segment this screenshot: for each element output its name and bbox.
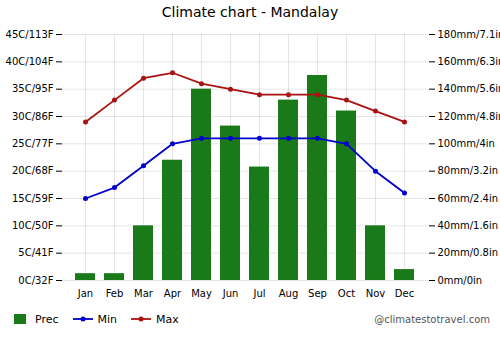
svg-text:20C/68F: 20C/68F (12, 165, 54, 176)
svg-text:0C/32F: 0C/32F (18, 275, 53, 286)
svg-text:45C/113F: 45C/113F (6, 29, 54, 40)
svg-text:Jun: Jun (222, 288, 239, 299)
html-text:Min: Min (97, 312, 118, 326)
svg-text:Sep: Sep (308, 288, 327, 299)
svg-text:Feb: Feb (106, 288, 124, 299)
svg-text:100mm/4in: 100mm/4in (438, 138, 495, 149)
svg-text:20mm/0.8in: 20mm/0.8in (438, 247, 499, 258)
svg-text:May: May (191, 288, 212, 299)
svg-text:140mm/5.6in: 140mm/5.6in (438, 83, 500, 94)
html-text:Max: Max (156, 312, 179, 326)
svg-text:180mm/7.1in: 180mm/7.1in (438, 29, 500, 40)
svg-text:Nov: Nov (366, 288, 386, 299)
svg-text:Jan: Jan (77, 288, 93, 299)
svg-text:35C/95F: 35C/95F (12, 83, 54, 94)
svg-text:40C/104F: 40C/104F (6, 56, 54, 67)
svg-text:15C/59F: 15C/59F (12, 193, 54, 204)
svg-text:60mm/2.4in: 60mm/2.4in (438, 193, 499, 204)
html-text:Prec: Prec (35, 312, 59, 326)
svg-text:0mm/0in: 0mm/0in (438, 275, 483, 286)
svg-text:80mm/3.2in: 80mm/3.2in (438, 165, 499, 176)
svg-text:Dec: Dec (395, 288, 414, 299)
svg-text:Aug: Aug (279, 288, 299, 299)
svg-text:30C/86F: 30C/86F (12, 111, 54, 122)
svg-text:25C/77F: 25C/77F (12, 138, 54, 149)
svg-text:5C/41F: 5C/41F (18, 247, 53, 258)
svg-text:Oct: Oct (338, 288, 355, 299)
html-text:@climatestotravel.com: @climatestotravel.com (374, 313, 490, 325)
svg-text:Jul: Jul (252, 288, 265, 299)
svg-text:120mm/4.8in: 120mm/4.8in (438, 111, 500, 122)
svg-text:Apr: Apr (164, 288, 182, 299)
svg-text:160mm/6.3in: 160mm/6.3in (438, 56, 500, 67)
svg-text:40mm/1.6in: 40mm/1.6in (438, 220, 499, 231)
svg-text:10C/50F: 10C/50F (12, 220, 54, 231)
html-text:Climate chart - Mandalay: Climate chart - Mandalay (161, 4, 339, 20)
svg-text:Mar: Mar (134, 288, 154, 299)
